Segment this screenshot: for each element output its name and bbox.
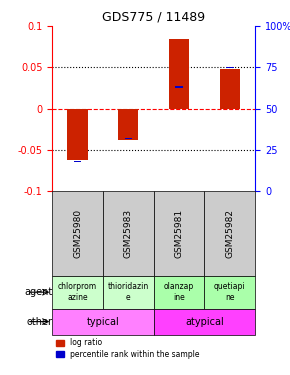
- Text: GSM25983: GSM25983: [124, 209, 133, 258]
- Bar: [124, 138, 132, 139]
- FancyBboxPatch shape: [103, 276, 154, 309]
- Bar: [169, 39, 189, 109]
- Bar: [74, 160, 81, 162]
- Text: agent: agent: [24, 287, 52, 297]
- Text: quetiapi
ne: quetiapi ne: [214, 282, 246, 302]
- FancyBboxPatch shape: [154, 191, 204, 276]
- Text: typical: typical: [87, 316, 119, 327]
- Text: thioridazin
e: thioridazin e: [108, 282, 149, 302]
- Bar: [226, 67, 234, 68]
- FancyBboxPatch shape: [52, 276, 103, 309]
- FancyBboxPatch shape: [204, 191, 255, 276]
- Text: olanzap
ine: olanzap ine: [164, 282, 194, 302]
- Text: chlorprom
azine: chlorprom azine: [58, 282, 97, 302]
- Bar: [118, 109, 138, 140]
- Text: GSM25981: GSM25981: [175, 209, 184, 258]
- FancyBboxPatch shape: [52, 191, 103, 276]
- FancyBboxPatch shape: [154, 309, 255, 334]
- Text: atypical: atypical: [185, 316, 224, 327]
- Text: other: other: [26, 316, 52, 327]
- FancyBboxPatch shape: [52, 309, 154, 334]
- FancyBboxPatch shape: [154, 276, 204, 309]
- Text: GSM25980: GSM25980: [73, 209, 82, 258]
- FancyBboxPatch shape: [204, 276, 255, 309]
- Bar: [175, 87, 183, 88]
- Text: GSM25982: GSM25982: [225, 209, 234, 258]
- Bar: [67, 109, 88, 160]
- FancyBboxPatch shape: [103, 191, 154, 276]
- Legend: log ratio, percentile rank within the sample: log ratio, percentile rank within the sa…: [56, 338, 199, 358]
- Bar: [220, 69, 240, 109]
- Title: GDS775 / 11489: GDS775 / 11489: [102, 11, 205, 24]
